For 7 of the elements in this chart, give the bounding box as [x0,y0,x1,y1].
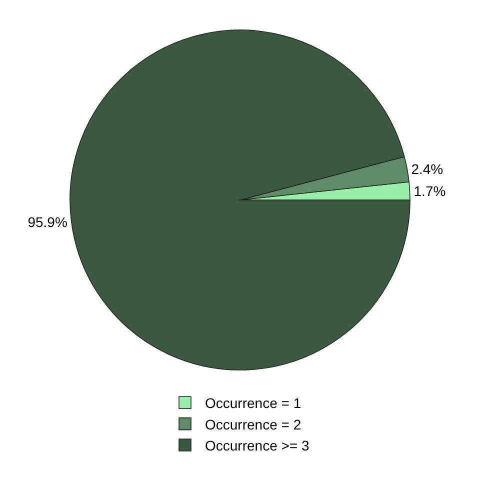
pie-slice [70,30,410,370]
data-label: 1.7% [414,182,446,199]
legend-label: Occurrence = 2 [205,416,302,432]
legend-label: Occurrence = 1 [205,395,302,412]
data-label: 95.9% [28,214,68,230]
data-label: 2.4% [411,160,444,177]
legend-label: Occurrence >= 3 [205,437,310,454]
